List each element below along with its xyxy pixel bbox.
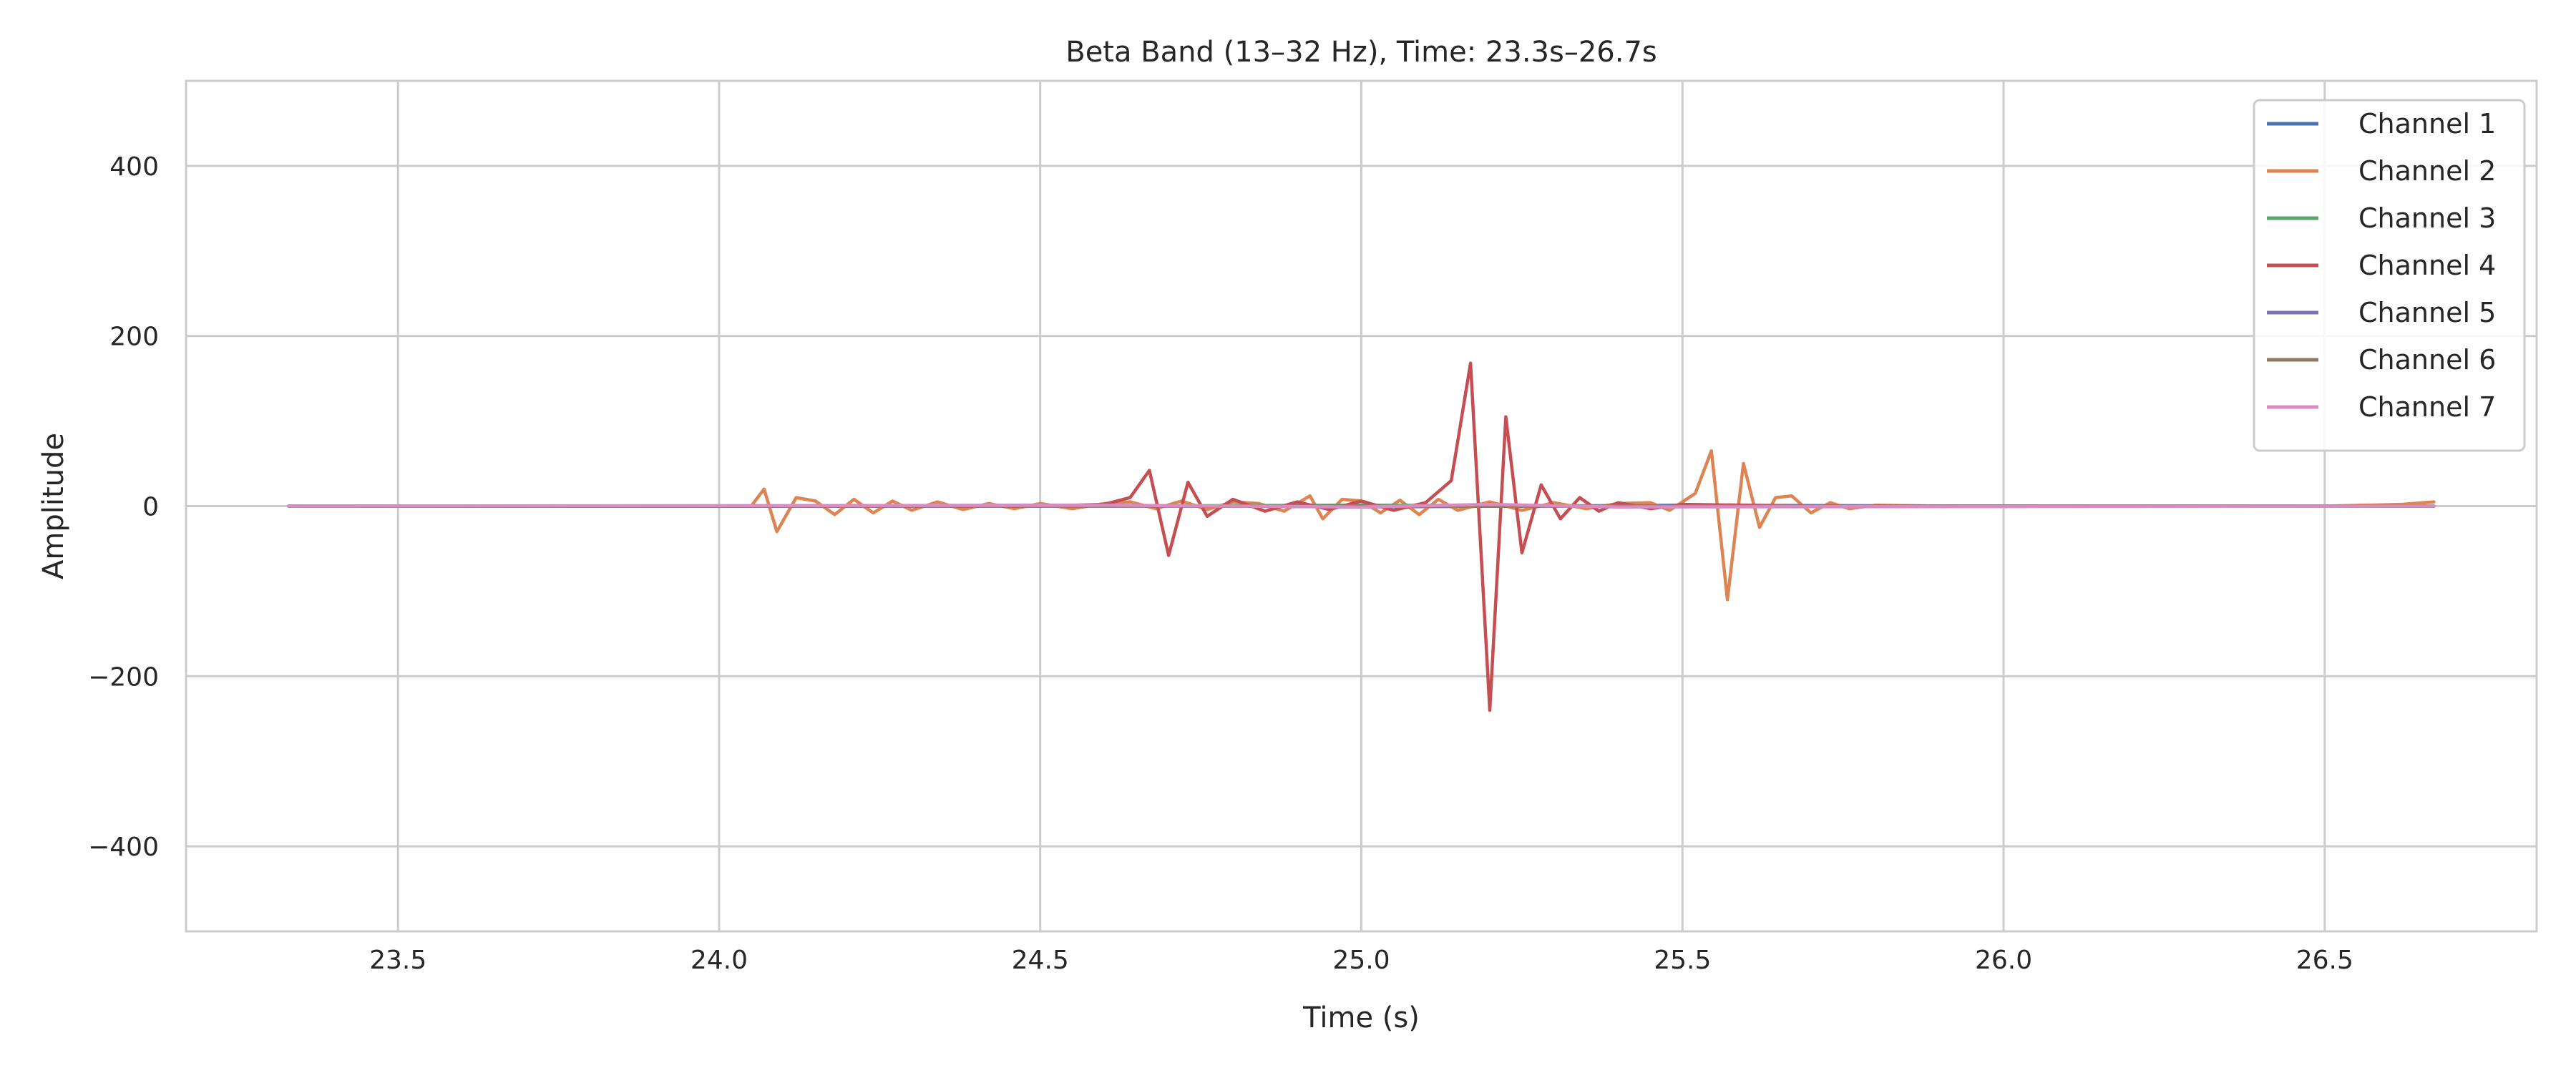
x-tick-label: 25.5 [1654, 946, 1711, 975]
x-tick-label: 24.5 [1012, 946, 1069, 975]
x-tick-label: 26.5 [2296, 946, 2353, 975]
x-axis-label: Time (s) [1302, 1001, 1420, 1034]
x-tick-label: 23.5 [369, 946, 426, 975]
legend: Channel 1 Channel 2 Channel 3 Channel 4 Chan… [2253, 99, 2526, 452]
y-tick-label: 200 [109, 323, 159, 352]
x-tick-label: 25.0 [1332, 946, 1390, 975]
y-tick-label: −200 [88, 662, 159, 692]
legend-box [2253, 99, 2526, 452]
chart-title: Beta Band (13–32 Hz), Time: 23.3s–26.7s [1065, 36, 1657, 69]
legend-label-channel-1: Channel 1 [2358, 108, 2496, 139]
legend-label-channel-7: Channel 7 [2358, 391, 2496, 423]
x-tick-label: 26.0 [1975, 946, 2032, 975]
plot-frame [185, 79, 2538, 933]
y-tick-label: 400 [109, 152, 159, 182]
legend-label-channel-3: Channel 3 [2358, 202, 2496, 234]
legend-label-channel-2: Channel 2 [2358, 155, 2496, 187]
y-axis-label: Amplitude [37, 433, 70, 579]
legend-label-channel-4: Channel 4 [2358, 250, 2496, 281]
legend-label-channel-6: Channel 6 [2358, 344, 2496, 376]
series-line-channel-7 [287, 502, 2436, 509]
legend-label-channel-5: Channel 5 [2358, 297, 2496, 328]
y-tick-label: 0 [142, 493, 159, 522]
x-tick-label: 24.0 [691, 946, 748, 975]
series-layer [287, 361, 2436, 712]
y-tick-label: −400 [88, 833, 159, 862]
series-line-channel-4 [287, 361, 2436, 712]
ticks: 23.5 24.0 24.5 25.0 25.5 26.0 26.5 −400 −200 0 200… [88, 152, 2353, 975]
